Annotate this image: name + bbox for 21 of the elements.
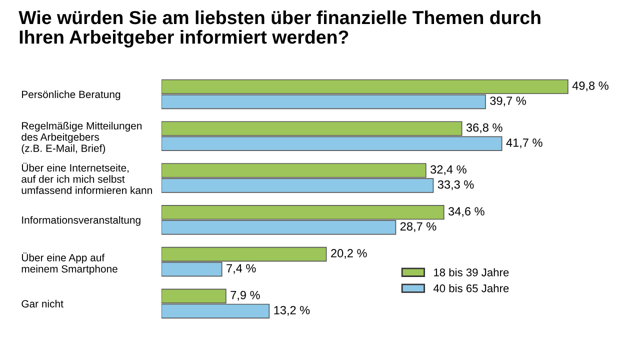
legend-label: 18 bis 39 Jahre [434,268,509,276]
y-tick-label: Gar nicht [22,300,64,308]
data-label: 39,7 % [490,96,526,106]
data-label: 36,8 % [466,123,502,134]
data-label: 7,4 % [226,264,256,274]
y-tick-label: Über eine App auf meinem Smartphone [22,252,118,275]
data-label: 7,9 % [230,290,260,301]
data-label: 33,3 % [438,180,474,190]
data-label: 34,6 % [448,207,484,217]
legend-label: 40 bis 65 Jahre [433,284,509,292]
data-label: 13,2 % [274,306,310,316]
data-label: 49,8 % [572,82,608,92]
y-tick-label: Über eine Internetseite, auf der ich mich selbst umfassend informieren kann [22,162,152,194]
data-label: 32,4 % [430,165,466,176]
y-tick-label: Regelmäßige Mitteilungen des Arbeitgebers (z.B. E-Mail, Brief) [22,122,142,154]
data-label: 41,7 % [506,138,542,148]
chart-title: Wie würden Sie am liebsten über finanzielle Themen durch Ihren Arbeitgeber informiert werden? [18,10,540,48]
data-label: 20,2 % [331,249,367,259]
y-tick-label: Informationsveranstaltung [22,216,140,226]
data-label: 28,7 % [400,222,436,232]
y-tick-label: Persönliche Beratung [22,90,120,100]
